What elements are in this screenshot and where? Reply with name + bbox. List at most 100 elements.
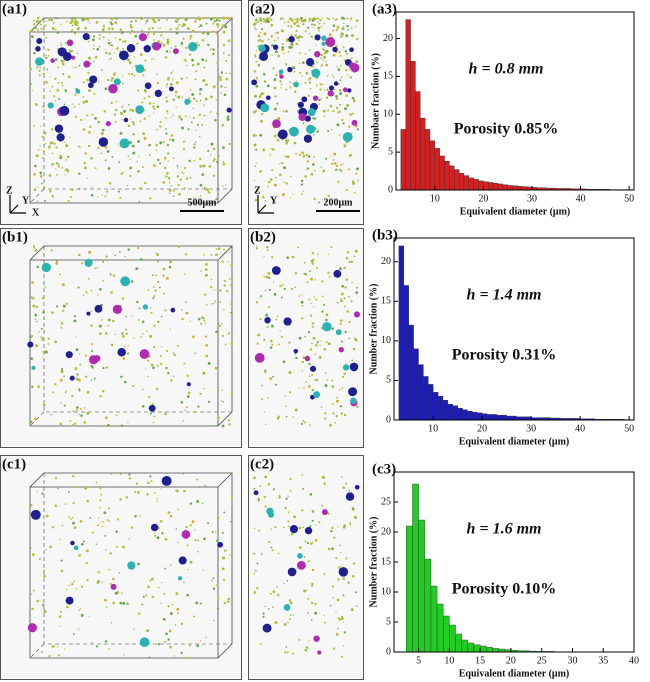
pore — [256, 21, 259, 24]
pore — [60, 321, 64, 325]
pore — [58, 98, 61, 101]
bar — [408, 324, 414, 421]
pore — [295, 36, 298, 39]
pore-large — [342, 132, 353, 142]
pore — [304, 19, 307, 22]
pore — [176, 175, 180, 178]
pore — [304, 175, 307, 178]
pore — [199, 157, 202, 161]
pore — [85, 562, 88, 565]
axes-triad — [257, 195, 274, 214]
pore — [88, 616, 91, 618]
pore — [346, 251, 350, 254]
pore — [335, 415, 338, 418]
pore — [254, 54, 257, 57]
pore — [110, 17, 113, 20]
pore — [253, 94, 257, 98]
pore — [332, 29, 335, 32]
pore — [182, 148, 186, 151]
pore — [108, 52, 111, 55]
pore — [304, 421, 307, 424]
pore-large — [333, 81, 339, 86]
pore — [119, 601, 123, 605]
pore — [150, 307, 152, 309]
pore — [143, 97, 146, 100]
bar — [511, 415, 517, 421]
pore — [300, 300, 304, 304]
pore — [200, 245, 203, 248]
pore — [215, 248, 218, 250]
pore — [308, 298, 311, 301]
pore — [339, 54, 342, 57]
pore — [45, 514, 49, 518]
y-tick-label: 0 — [386, 414, 391, 425]
pore — [143, 89, 147, 92]
pore — [207, 150, 210, 153]
pore — [167, 638, 170, 641]
pore — [349, 523, 352, 526]
pore — [276, 31, 280, 34]
pore — [291, 255, 295, 259]
pore-large — [304, 355, 311, 362]
pore-large — [70, 540, 75, 546]
pore — [181, 317, 184, 321]
pore — [326, 75, 329, 77]
pore — [331, 74, 334, 76]
pore — [219, 78, 223, 82]
pore — [157, 642, 161, 646]
pore — [86, 78, 89, 82]
pore — [146, 629, 149, 632]
pore — [186, 64, 188, 67]
pore — [168, 188, 172, 192]
pore-large — [335, 329, 342, 336]
pore — [274, 95, 277, 98]
pore — [212, 30, 215, 33]
pore — [275, 74, 278, 77]
bar — [400, 129, 406, 191]
pore — [296, 25, 299, 27]
y-tick-label: 15 — [381, 556, 391, 567]
pore-large — [217, 541, 224, 548]
pore — [315, 298, 318, 301]
pore — [152, 366, 155, 370]
pore — [35, 20, 39, 23]
pore — [346, 24, 349, 28]
pore — [121, 332, 124, 335]
pore — [168, 192, 171, 195]
pore — [226, 16, 230, 20]
pore — [164, 567, 167, 570]
pore — [90, 156, 93, 160]
pore — [193, 615, 196, 618]
pore — [306, 167, 310, 171]
pore — [114, 120, 117, 123]
pore — [145, 20, 148, 23]
pore — [30, 40, 32, 42]
pore — [286, 155, 290, 159]
pore — [40, 19, 43, 22]
pore — [201, 173, 204, 177]
pore — [40, 125, 42, 128]
pore — [195, 99, 198, 103]
pore — [259, 31, 262, 34]
bar — [488, 182, 494, 191]
pore — [59, 625, 61, 627]
bar — [483, 181, 489, 191]
pore — [278, 163, 280, 165]
pore — [122, 601, 126, 605]
pore — [65, 20, 68, 23]
pore — [253, 487, 256, 490]
pore — [216, 25, 220, 28]
pore — [153, 324, 156, 327]
bar — [424, 129, 431, 191]
pore — [314, 538, 318, 542]
pore — [137, 562, 141, 566]
pore-large — [181, 530, 191, 539]
pore — [314, 169, 316, 172]
bar — [496, 415, 502, 421]
y-axis-label: Numbaer fraction (%) — [370, 53, 381, 149]
pore — [74, 422, 77, 425]
pore — [229, 284, 232, 286]
pore — [263, 495, 267, 499]
pore-large — [135, 105, 145, 115]
